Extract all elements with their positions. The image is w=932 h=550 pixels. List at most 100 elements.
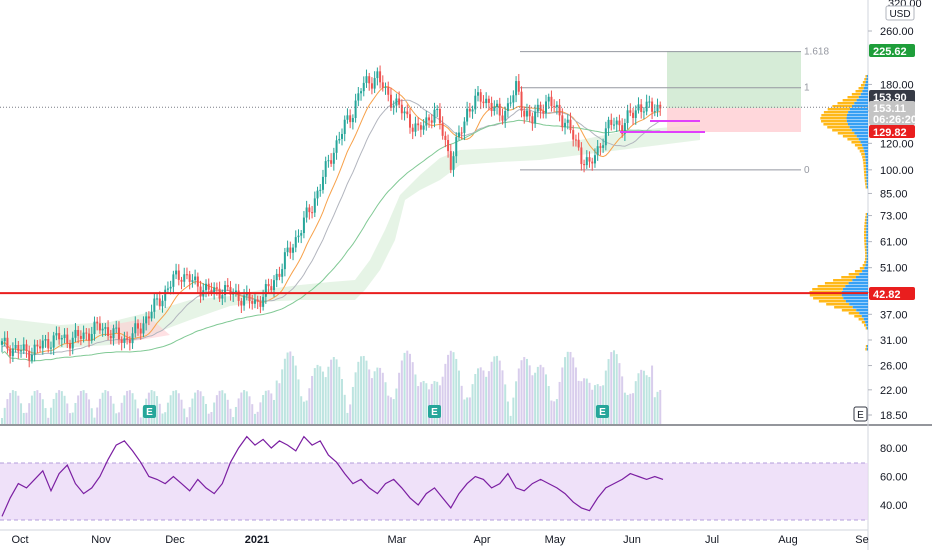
volume-bar: [262, 395, 265, 424]
candle-body: [485, 98, 488, 104]
candle-body: [324, 161, 327, 177]
price-badge-target[interactable]: 225.62: [869, 44, 915, 58]
candle-body: [109, 335, 112, 339]
volume-bar: [1, 418, 3, 424]
volume-bar: [485, 376, 488, 424]
svg-text:06:26:20: 06:26:20: [873, 114, 917, 126]
volume-bar: [550, 400, 553, 424]
volume-bar: [229, 408, 232, 424]
volume-profile-bar: [851, 129, 868, 132]
volume-bar: [447, 354, 450, 424]
candle-body: [569, 119, 572, 131]
volume-bar: [479, 367, 482, 424]
earnings-marker-2[interactable]: E: [428, 405, 441, 418]
volume-bar: [240, 392, 243, 424]
volume-profile-bar: [865, 252, 867, 255]
candle-body: [297, 235, 300, 238]
volume-bar: [302, 401, 305, 424]
price-tick-label: 61.00: [880, 237, 908, 249]
candle-body: [3, 337, 6, 342]
volume-profile-bar: [813, 297, 844, 300]
volume-profile-bar: [863, 162, 866, 165]
volume-bar: [224, 393, 227, 424]
volume-bar: [425, 383, 428, 424]
volume-bar: [406, 350, 409, 424]
candle-body: [651, 101, 654, 112]
volume-bar: [360, 356, 363, 424]
rsi-axis[interactable]: 80.00 60.00 40.00: [880, 443, 908, 512]
price-badge-stop[interactable]: 129.82: [869, 125, 915, 139]
candle-body: [33, 344, 36, 355]
volume-bar: [651, 365, 654, 424]
candle-body: [555, 104, 558, 108]
volume-bar: [433, 381, 436, 424]
candle-body: [321, 176, 324, 190]
price-axis[interactable]: 260.00180.00150.00120.00100.0085.0073.00…: [868, 26, 914, 422]
volume-bar: [88, 399, 91, 424]
rsi-tick-label: 60.00: [880, 472, 908, 484]
volume-bar: [213, 402, 216, 424]
volume-bar: [596, 384, 599, 424]
volume-profile-bar: [848, 312, 860, 315]
price-tick-label: 85.00: [880, 188, 908, 200]
candle-body: [493, 107, 496, 112]
price-badge-countdown[interactable]: 06:26:20: [869, 112, 917, 126]
volume-profile-bar: [866, 228, 868, 231]
profit-zone: [667, 51, 801, 108]
time-tick-label: Apr: [473, 534, 490, 546]
volume-bar: [468, 397, 471, 424]
candle-body: [88, 333, 91, 341]
volume-profile-bar: [864, 231, 867, 234]
volume-bar: [36, 390, 39, 424]
candle-body: [96, 321, 99, 324]
time-tick-label: 2021: [245, 534, 269, 546]
volume-bar: [25, 412, 28, 424]
volume-bar: [574, 367, 577, 424]
volume-profile-bar: [855, 90, 863, 93]
volume-bar: [297, 379, 300, 424]
candle-body: [632, 112, 635, 118]
candle-body: [604, 128, 607, 146]
volume-bar: [180, 399, 183, 424]
volume-profile-bar: [864, 180, 867, 183]
volume-bar: [618, 363, 621, 424]
volume-bar: [645, 375, 648, 424]
time-axis[interactable]: Oct Nov Dec 2021 Mar Apr May Jun Jul Aug Se: [11, 534, 868, 546]
candle-body: [172, 274, 175, 287]
volume-profile-bar: [864, 243, 867, 246]
volume-bar: [237, 398, 240, 424]
candle-body: [580, 147, 583, 165]
price-badge-support[interactable]: 42.82: [869, 287, 915, 301]
candle-body: [449, 151, 452, 170]
candle-body: [183, 274, 186, 282]
volume-bar: [9, 392, 12, 424]
volume-bar: [20, 403, 23, 424]
volume-profile-bar: [862, 144, 868, 147]
candle-body: [85, 332, 88, 334]
volume-profile-bar: [865, 345, 868, 348]
volume-profile-bar: [851, 105, 868, 108]
candle-body: [602, 145, 605, 148]
candle-body: [406, 111, 409, 115]
log-toggle-button[interactable]: E: [853, 406, 868, 422]
currency-button[interactable]: USD: [885, 5, 915, 21]
candle-body: [482, 101, 485, 104]
candle-body: [137, 323, 139, 329]
volume-profile-bar: [823, 123, 848, 126]
volume-profile-bar: [862, 156, 866, 159]
earnings-marker-3[interactable]: E: [596, 405, 609, 418]
time-tick-label: Nov: [91, 534, 111, 546]
volume-profile-bar: [832, 105, 852, 108]
volume-bar: [604, 370, 607, 424]
candle-body: [283, 252, 286, 270]
volume-bar: [580, 381, 583, 424]
candle-body: [205, 283, 207, 291]
candle-body: [512, 95, 515, 103]
volume-profile-bar: [857, 147, 864, 150]
earnings-marker-1[interactable]: E: [143, 405, 156, 418]
candle-body: [409, 114, 411, 128]
rsi-line: [1, 435, 664, 517]
volume-profile-bar: [863, 147, 868, 150]
volume-profile-bar: [865, 156, 868, 159]
